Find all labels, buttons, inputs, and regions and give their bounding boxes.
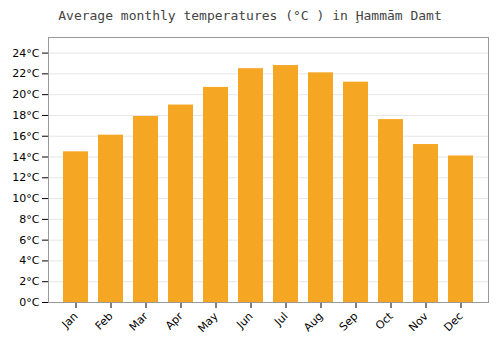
- svg-text:2°C: 2°C: [19, 275, 39, 288]
- svg-text:0°C: 0°C: [19, 296, 39, 309]
- svg-text:Dec: Dec: [441, 310, 465, 334]
- svg-text:Oct: Oct: [373, 309, 396, 332]
- svg-text:Mar: Mar: [127, 309, 151, 333]
- svg-text:8°C: 8°C: [19, 213, 39, 226]
- svg-text:Sep: Sep: [337, 310, 361, 334]
- svg-text:Feb: Feb: [93, 310, 116, 333]
- svg-text:6°C: 6°C: [19, 234, 39, 247]
- svg-text:Jul: Jul: [271, 310, 290, 329]
- svg-text:18°C: 18°C: [12, 109, 39, 122]
- svg-text:Jan: Jan: [59, 310, 81, 332]
- svg-text:Aug: Aug: [301, 310, 325, 334]
- svg-text:14°C: 14°C: [12, 151, 39, 164]
- svg-text:16°C: 16°C: [12, 130, 39, 143]
- svg-text:Jun: Jun: [234, 310, 256, 332]
- svg-text:12°C: 12°C: [12, 171, 39, 184]
- svg-text:10°C: 10°C: [12, 192, 39, 205]
- svg-text:22°C: 22°C: [12, 67, 39, 80]
- svg-text:24°C: 24°C: [12, 47, 39, 60]
- svg-text:Apr: Apr: [163, 309, 186, 332]
- svg-text:Nov: Nov: [406, 309, 431, 334]
- svg-text:20°C: 20°C: [12, 88, 39, 101]
- svg-text:May: May: [195, 309, 221, 335]
- html-text:Average monthly temperatures (: Average monthly temperatures (°C ) in Ḩa…: [58, 8, 442, 23]
- svg-text:4°C: 4°C: [19, 254, 39, 267]
